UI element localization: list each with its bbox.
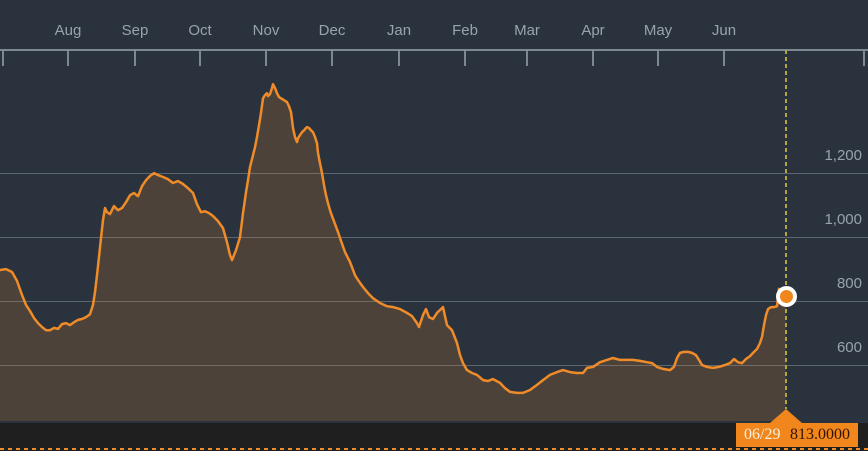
x-axis-label-may: May: [643, 22, 673, 39]
x-axis-label-apr: Apr: [581, 22, 605, 39]
last-price-marker: [775, 286, 797, 308]
series-area-fill: [0, 84, 786, 421]
y-axis-label-800: 800: [836, 275, 862, 293]
bottom-bar: [0, 423, 868, 451]
x-axis-tick: [657, 50, 659, 66]
gridline-600: [0, 364, 868, 366]
y-axis-label-1200: 1,200: [824, 147, 862, 165]
gridline-1200: [0, 172, 868, 174]
crosshair-line[interactable]: [785, 50, 787, 409]
date-value-flag: 06/29 813.0000: [736, 423, 858, 447]
x-axis-label-oct: Oct: [188, 22, 212, 39]
flag-pointer-icon: [770, 409, 802, 423]
x-axis-label-feb: Feb: [452, 22, 478, 39]
gridline-800: [0, 300, 868, 302]
y-axis-label-1000: 1,000: [824, 211, 862, 229]
x-axis-edge-tick: [2, 50, 4, 66]
flag-date: 06/29: [744, 426, 781, 443]
x-axis-label-mar: Mar: [514, 22, 540, 39]
x-axis-tick: [398, 50, 400, 66]
x-axis-label-dec: Dec: [318, 22, 346, 39]
x-axis-tick: [67, 50, 69, 66]
x-axis-tick: [592, 50, 594, 66]
x-axis-tick: [464, 50, 466, 66]
x-axis-tick: [723, 50, 725, 66]
bottom-dotted-line: [0, 448, 868, 450]
x-axis-line: [0, 49, 868, 51]
flag-value: 813.0000: [790, 426, 850, 443]
x-axis-tick: [526, 50, 528, 66]
x-axis-label-nov: Nov: [252, 22, 280, 39]
series-line: [0, 82, 788, 395]
x-axis-label-sep: Sep: [121, 22, 149, 39]
x-axis-label-jun: Jun: [711, 22, 737, 39]
x-axis-label-jan: Jan: [386, 22, 412, 39]
x-axis-label-aug: Aug: [54, 22, 82, 39]
y-axis-label-600: 600: [836, 339, 862, 357]
x-axis-tick: [134, 50, 136, 66]
x-axis-edge-tick: [863, 50, 865, 66]
gridline-1000: [0, 236, 868, 238]
x-axis-tick: [331, 50, 333, 66]
x-axis-tick: [265, 50, 267, 66]
x-axis-tick: [199, 50, 201, 66]
